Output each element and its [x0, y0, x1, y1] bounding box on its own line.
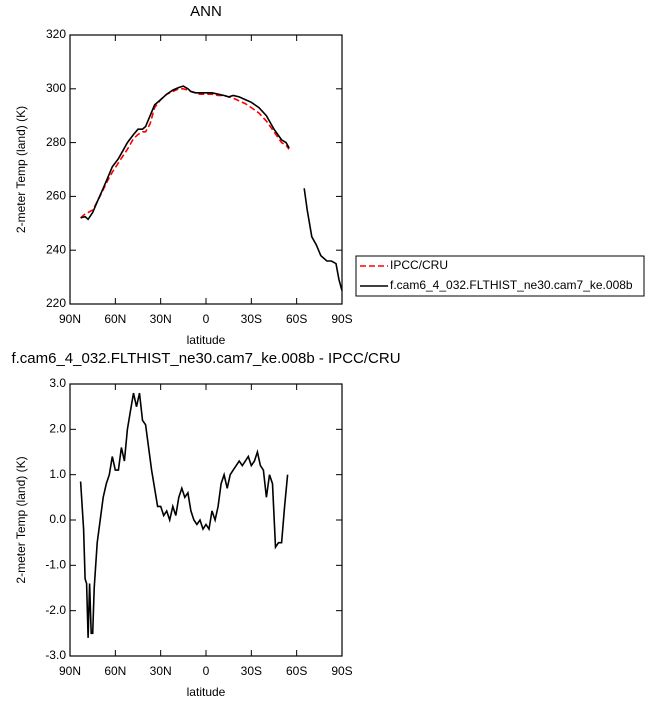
data-line [80, 85, 343, 291]
y-tick-label: 280 [46, 135, 66, 149]
y-tick-label: 240 [46, 242, 66, 256]
y-axis-label: 2-meter Temp (land) (K) [14, 106, 28, 233]
y-tick-label: 2.0 [49, 422, 66, 436]
y-tick-label: -1.0 [45, 558, 66, 572]
x-tick-label: 30S [241, 664, 262, 678]
data-line [79, 392, 289, 638]
x-tick-label: 90N [59, 664, 81, 678]
x-tick-label: 90S [331, 312, 352, 326]
x-tick-label: 30N [150, 312, 172, 326]
x-tick-label: 60S [286, 312, 307, 326]
plot-frame [69, 383, 343, 657]
chart-title: ANN [190, 3, 222, 20]
x-tick-label: 0 [203, 664, 210, 678]
x-tick-label: 90N [59, 312, 81, 326]
x-tick-label: 30S [241, 312, 262, 326]
x-tick-label: 60N [104, 312, 126, 326]
legend-label: f.cam6_4_032.FLTHIST_ne30.cam7_ke.008b [390, 278, 633, 292]
data-line [80, 88, 290, 219]
y-tick-label: -2.0 [45, 603, 66, 617]
y-tick-label: 0.0 [49, 512, 66, 526]
y-tick-label: 300 [46, 81, 66, 95]
x-tick-label: 90S [331, 664, 352, 678]
y-axis-label: 2-meter Temp (land) (K) [14, 456, 28, 583]
y-tick-label: 1.0 [49, 467, 66, 481]
x-tick-label: 60S [286, 664, 307, 678]
legend-label: IPCC/CRU [390, 258, 448, 272]
chart-title: f.cam6_4_032.FLTHIST_ne30.cam7_ke.008b -… [11, 350, 400, 367]
y-tick-label: 3.0 [49, 376, 66, 390]
x-tick-label: 30N [150, 664, 172, 678]
x-axis-label: latitude [187, 333, 226, 347]
y-tick-label: 320 [46, 27, 66, 41]
y-tick-label: 260 [46, 189, 66, 203]
legend-box [355, 255, 645, 297]
y-tick-label: 220 [46, 296, 66, 310]
x-tick-label: 60N [104, 664, 126, 678]
y-tick-label: -3.0 [45, 648, 66, 662]
plot-frame [69, 34, 343, 305]
x-axis-label: latitude [187, 685, 226, 699]
x-tick-label: 0 [203, 312, 210, 326]
